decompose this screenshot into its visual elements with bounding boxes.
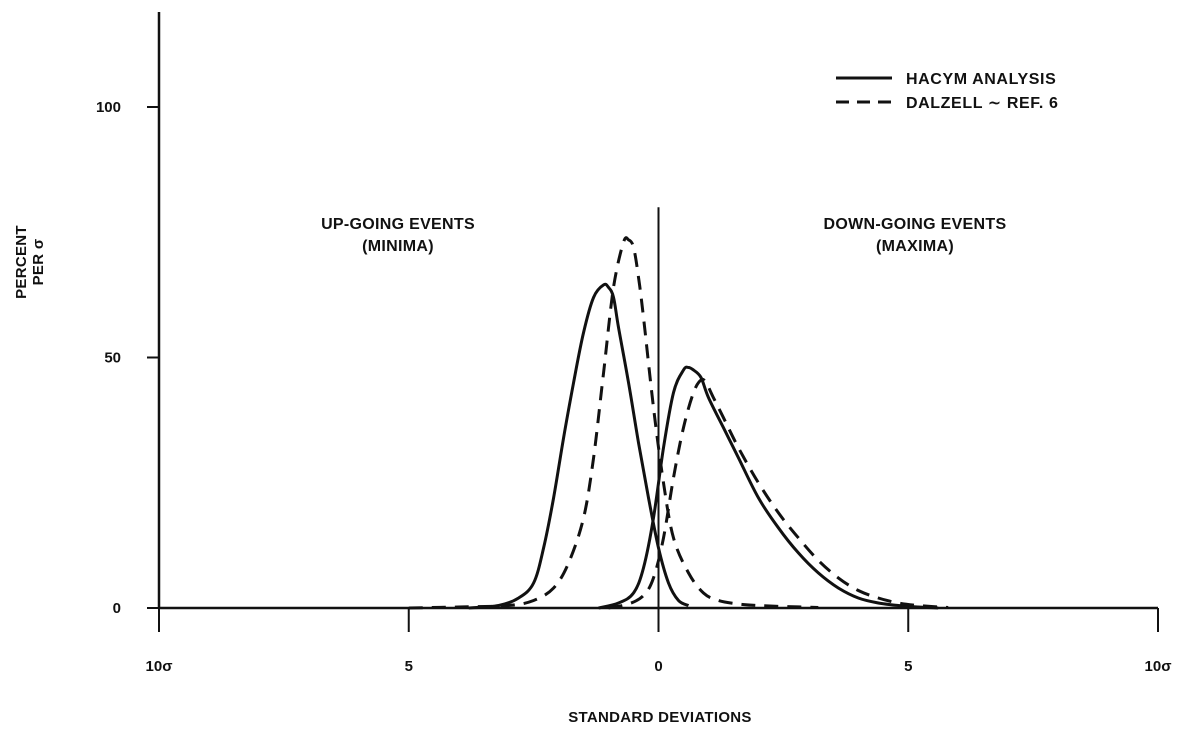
series-group: [408, 236, 949, 610]
y-tick-label: 100: [96, 99, 121, 116]
y-axis-title-line-2: PER σ: [30, 239, 47, 286]
series-dalzell-minima-line: [408, 236, 819, 610]
y-tick-label: 50: [104, 350, 121, 367]
annotation-downgoing-subtitle: (MAXIMA): [876, 238, 954, 255]
axis-titles: STANDARD DEVIATIONS PERCENT PER σ: [13, 225, 751, 726]
legend-entry-hacym: HACYM ANALYSIS: [906, 71, 1056, 88]
y-axis-title: PERCENT PER σ: [13, 225, 47, 299]
y-tick-label: 0: [113, 600, 121, 617]
legend: HACYM ANALYSIS DALZELL ∼ REF. 6: [836, 71, 1059, 112]
region-annotations: UP-GOING EVENTS (MINIMA) DOWN-GOING EVEN…: [321, 216, 1006, 255]
series-hacym-maxima-line: [598, 365, 939, 610]
x-axis-title: STANDARD DEVIATIONS: [568, 709, 751, 726]
x-tick-label: 0: [654, 658, 662, 675]
annotation-downgoing-title: DOWN-GOING EVENTS: [824, 216, 1007, 233]
x-tick-label: 5: [405, 658, 413, 675]
annotation-upgoing-title: UP-GOING EVENTS: [321, 216, 475, 233]
series-hacym-minima-line: [468, 282, 690, 610]
y-axis-title-line-1: PERCENT: [13, 225, 30, 299]
annotation-upgoing-subtitle: (MINIMA): [362, 238, 434, 255]
x-tick-label: 5: [904, 658, 912, 675]
legend-entry-dalzell: DALZELL ∼ REF. 6: [906, 95, 1059, 112]
x-tick-label: 10σ: [1145, 658, 1172, 675]
series-dalzell-maxima-line: [608, 377, 949, 610]
x-tick-label: 10σ: [146, 658, 173, 675]
